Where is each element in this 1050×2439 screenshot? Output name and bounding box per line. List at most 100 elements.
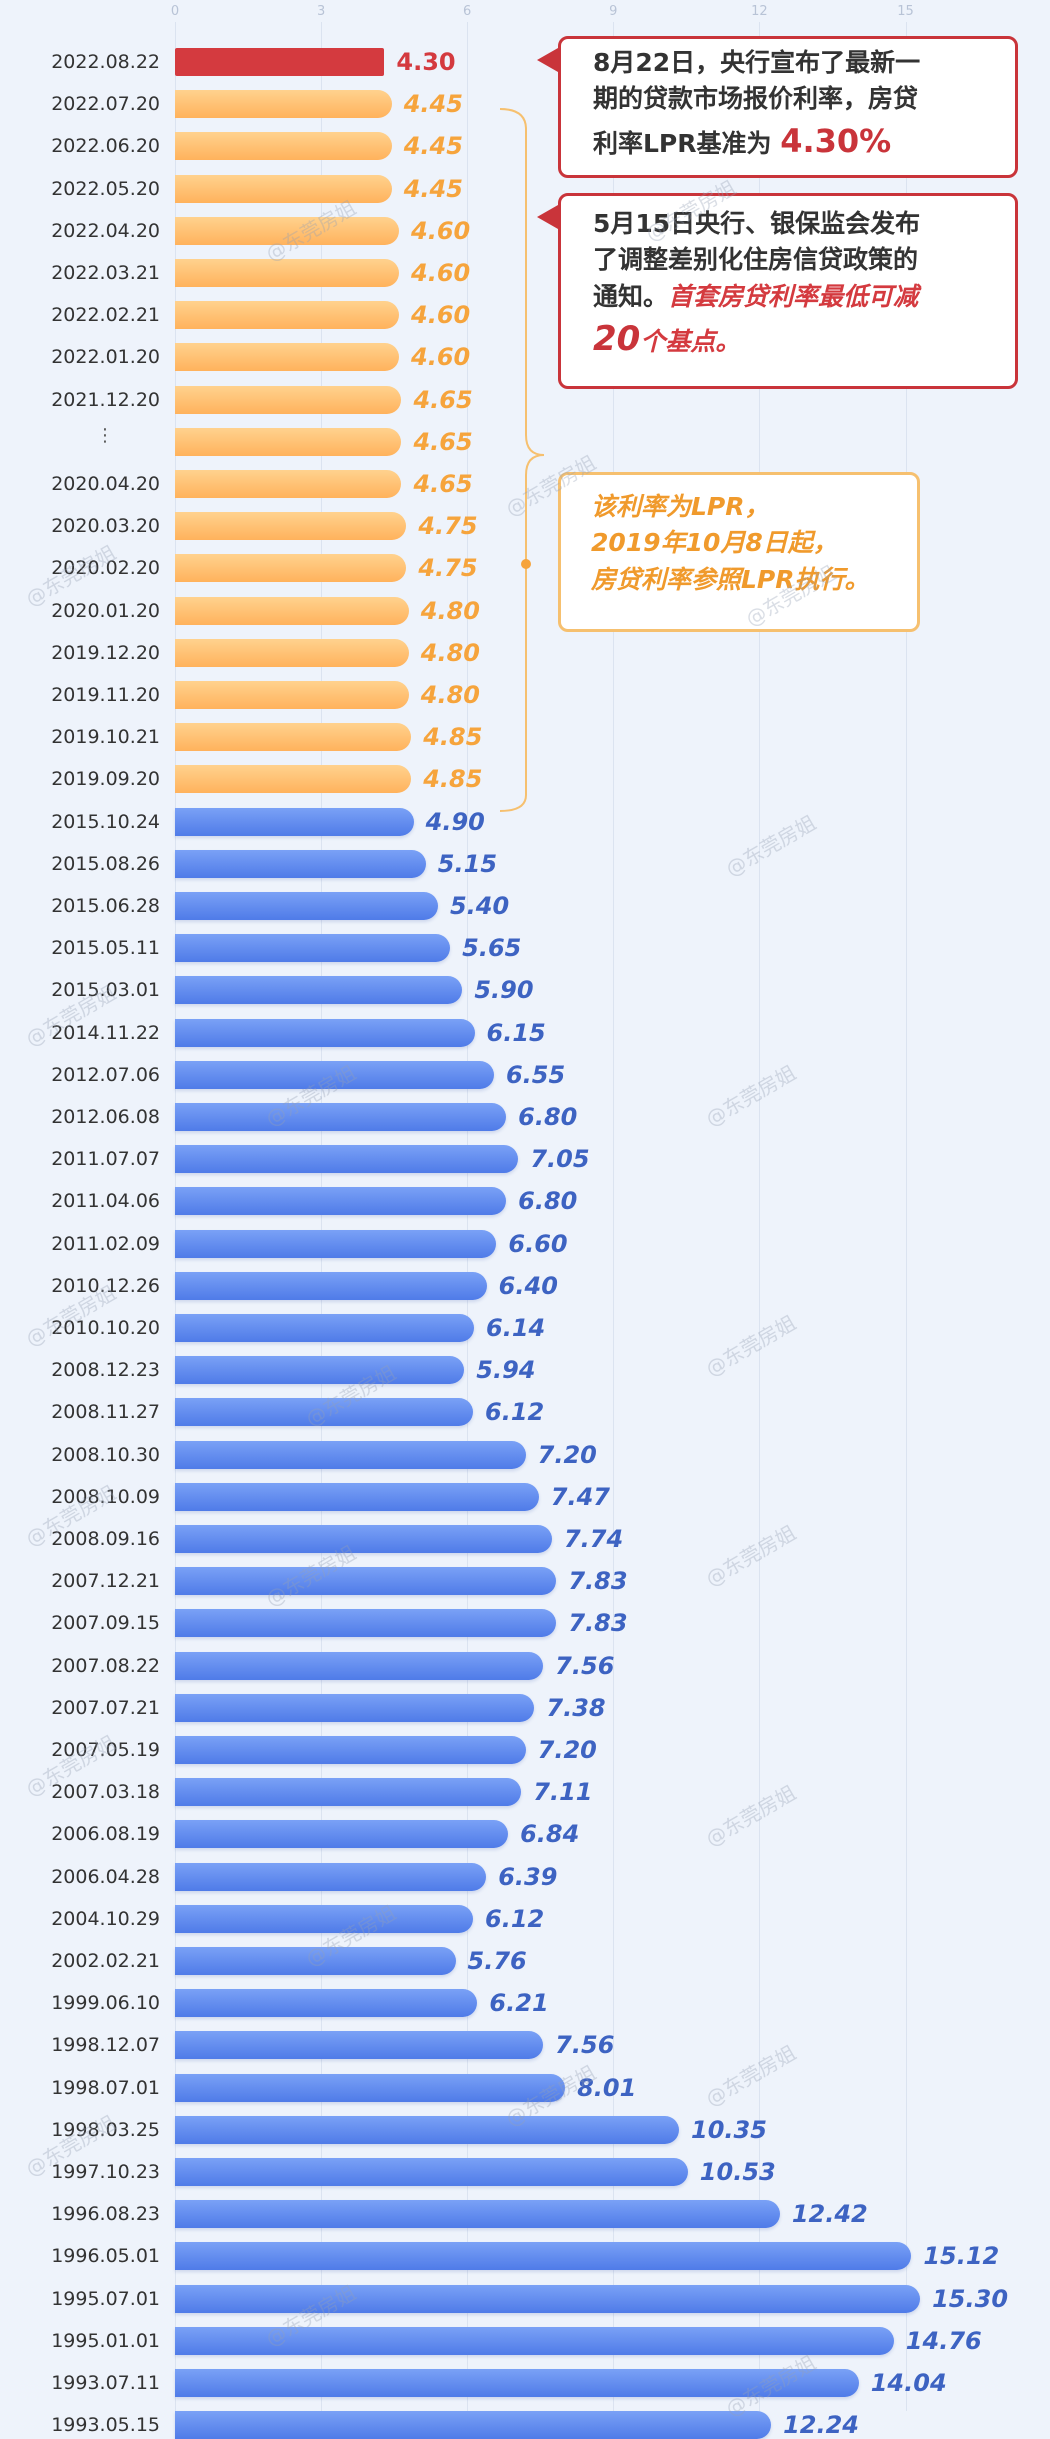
callout-aug22-rate: 4.30% xyxy=(780,121,892,160)
value-label: 6.12 xyxy=(485,1904,545,1933)
value-label: 10.35 xyxy=(691,2115,767,2144)
value-label: 6.55 xyxy=(505,1060,566,1089)
date-label: 2008.10.30 xyxy=(51,1443,160,1466)
bar-latest xyxy=(175,48,385,76)
value-label: 4.60 xyxy=(411,343,471,372)
callout-lpr-line2: 2019年10月8日起， xyxy=(591,528,838,558)
bar-benchmark xyxy=(175,1651,544,1680)
date-label: 1996.05.01 xyxy=(51,2245,160,2268)
bar-benchmark xyxy=(175,1440,526,1469)
date-label: 2011.02.09 xyxy=(51,1232,160,1255)
value-label: 6.39 xyxy=(498,1862,558,1891)
gridline-0 xyxy=(175,22,176,2411)
bar-lpr xyxy=(175,301,400,330)
value-label: 4.60 xyxy=(411,259,471,287)
value-label: 8.01 xyxy=(577,2073,637,2102)
date-label: 2007.08.22 xyxy=(51,1654,160,1677)
bar-benchmark xyxy=(175,1947,456,1975)
bar-benchmark xyxy=(175,807,414,836)
value-label: 4.90 xyxy=(425,807,485,836)
value-label: 4.65 xyxy=(413,385,473,414)
bar-lpr xyxy=(175,554,407,583)
value-label: 4.65 xyxy=(413,427,473,456)
date-label: 2019.11.20 xyxy=(51,684,160,706)
value-label: 10.53 xyxy=(699,2158,776,2186)
value-label: 4.60 xyxy=(411,216,471,245)
callout-may15-line3: 通知。首套房贷利率最低可减 xyxy=(593,279,999,315)
callout-aug22-line1: 8月22日，央行宣布了最新一 xyxy=(593,48,921,77)
callout-aug22-line3: 利率LPR基准为 4.30% xyxy=(593,118,999,164)
callout-policy-may15: 5月15日央行、银保监会发布 了调整差别化住房信贷政策的 通知。首套房贷利率最低… xyxy=(558,193,1018,389)
bar-benchmark xyxy=(175,2073,566,2102)
date-label: 2006.04.28 xyxy=(51,1865,160,1888)
bar-benchmark xyxy=(175,1482,539,1511)
date-label: 2020.01.20 xyxy=(51,599,160,622)
value-label: 12.24 xyxy=(783,2411,859,2439)
value-label: 14.76 xyxy=(905,2326,982,2355)
x-tick-label: 15 xyxy=(897,4,914,19)
bar-benchmark xyxy=(175,1525,552,1553)
date-label: 2007.03.18 xyxy=(51,1781,160,1804)
bar-benchmark xyxy=(175,892,438,920)
date-label: 2015.08.26 xyxy=(51,852,160,875)
value-label: 5.90 xyxy=(474,976,534,1005)
bar-benchmark xyxy=(175,2326,894,2355)
value-label: 4.80 xyxy=(420,681,480,709)
bar-lpr xyxy=(175,681,409,709)
bar-lpr xyxy=(175,216,400,245)
date-label: 2020.03.20 xyxy=(51,515,160,538)
bar-benchmark xyxy=(175,976,463,1005)
callout-1-pointer xyxy=(537,48,558,72)
bar-benchmark xyxy=(175,2411,772,2439)
date-label: 2008.10.09 xyxy=(51,1485,160,1508)
date-label: 2010.12.26 xyxy=(51,1274,160,1297)
bar-benchmark xyxy=(175,1736,526,1764)
gridline-9 xyxy=(613,22,615,2411)
date-label: 2015.05.11 xyxy=(51,937,160,960)
bar-benchmark xyxy=(175,1862,487,1891)
callout-lpr-aug22: 8月22日，央行宣布了最新一 期的贷款市场报价利率，房贷 利率LPR基准为 4.… xyxy=(558,36,1018,178)
value-label: 5.15 xyxy=(437,849,498,878)
value-label: 6.84 xyxy=(520,1820,580,1849)
date-label: 1995.07.01 xyxy=(51,2287,160,2310)
value-label: 12.42 xyxy=(791,2200,868,2229)
bar-benchmark xyxy=(175,1989,478,2018)
value-label: 7.83 xyxy=(568,1609,628,1638)
date-label: 2022.06.20 xyxy=(51,135,160,158)
value-label: 6.40 xyxy=(498,1271,558,1300)
value-label: 5.65 xyxy=(462,934,522,963)
bar-benchmark xyxy=(175,1778,522,1807)
value-label: 15.12 xyxy=(923,2242,1000,2271)
date-label: 2007.09.15 xyxy=(51,1612,160,1635)
x-tick-label: 3 xyxy=(316,4,326,19)
callout-may15-highlight: 首套房贷利率最低可减 xyxy=(668,281,919,311)
bar-benchmark xyxy=(175,2369,859,2397)
value-label: 4.75 xyxy=(418,554,478,583)
x-tick-label: 0 xyxy=(170,4,180,19)
date-label: 1996.08.23 xyxy=(51,2203,160,2226)
callout-may15-bp: 20 xyxy=(593,318,641,359)
bar-lpr xyxy=(175,470,402,498)
bar-benchmark xyxy=(175,1820,509,1849)
value-label: 4.85 xyxy=(423,765,483,794)
value-label: 6.15 xyxy=(486,1018,546,1047)
callout-2-pointer xyxy=(537,205,558,229)
bar-benchmark xyxy=(175,1904,474,1933)
date-label: 2022.01.20 xyxy=(51,346,160,369)
value-label: 6.80 xyxy=(518,1187,578,1216)
value-label: 4.85 xyxy=(423,723,483,752)
date-label: 2022.05.20 xyxy=(51,177,160,200)
callout-may15-line4-suffix: 个基点。 xyxy=(640,326,741,356)
value-label: 4.75 xyxy=(418,512,478,541)
bar-benchmark xyxy=(175,2200,780,2229)
gridline-3 xyxy=(321,22,323,2411)
value-label: 4.45 xyxy=(403,174,463,203)
date-label: 2011.07.07 xyxy=(51,1148,160,1171)
value-label: 5.76 xyxy=(467,1947,527,1975)
date-label: 1995.01.01 xyxy=(51,2329,160,2352)
value-label: 6.21 xyxy=(489,1989,549,2018)
bar-lpr xyxy=(175,427,402,456)
value-label: 4.60 xyxy=(411,301,471,330)
value-label: 7.83 xyxy=(568,1567,628,1596)
value-label: 4.30 xyxy=(396,48,456,76)
